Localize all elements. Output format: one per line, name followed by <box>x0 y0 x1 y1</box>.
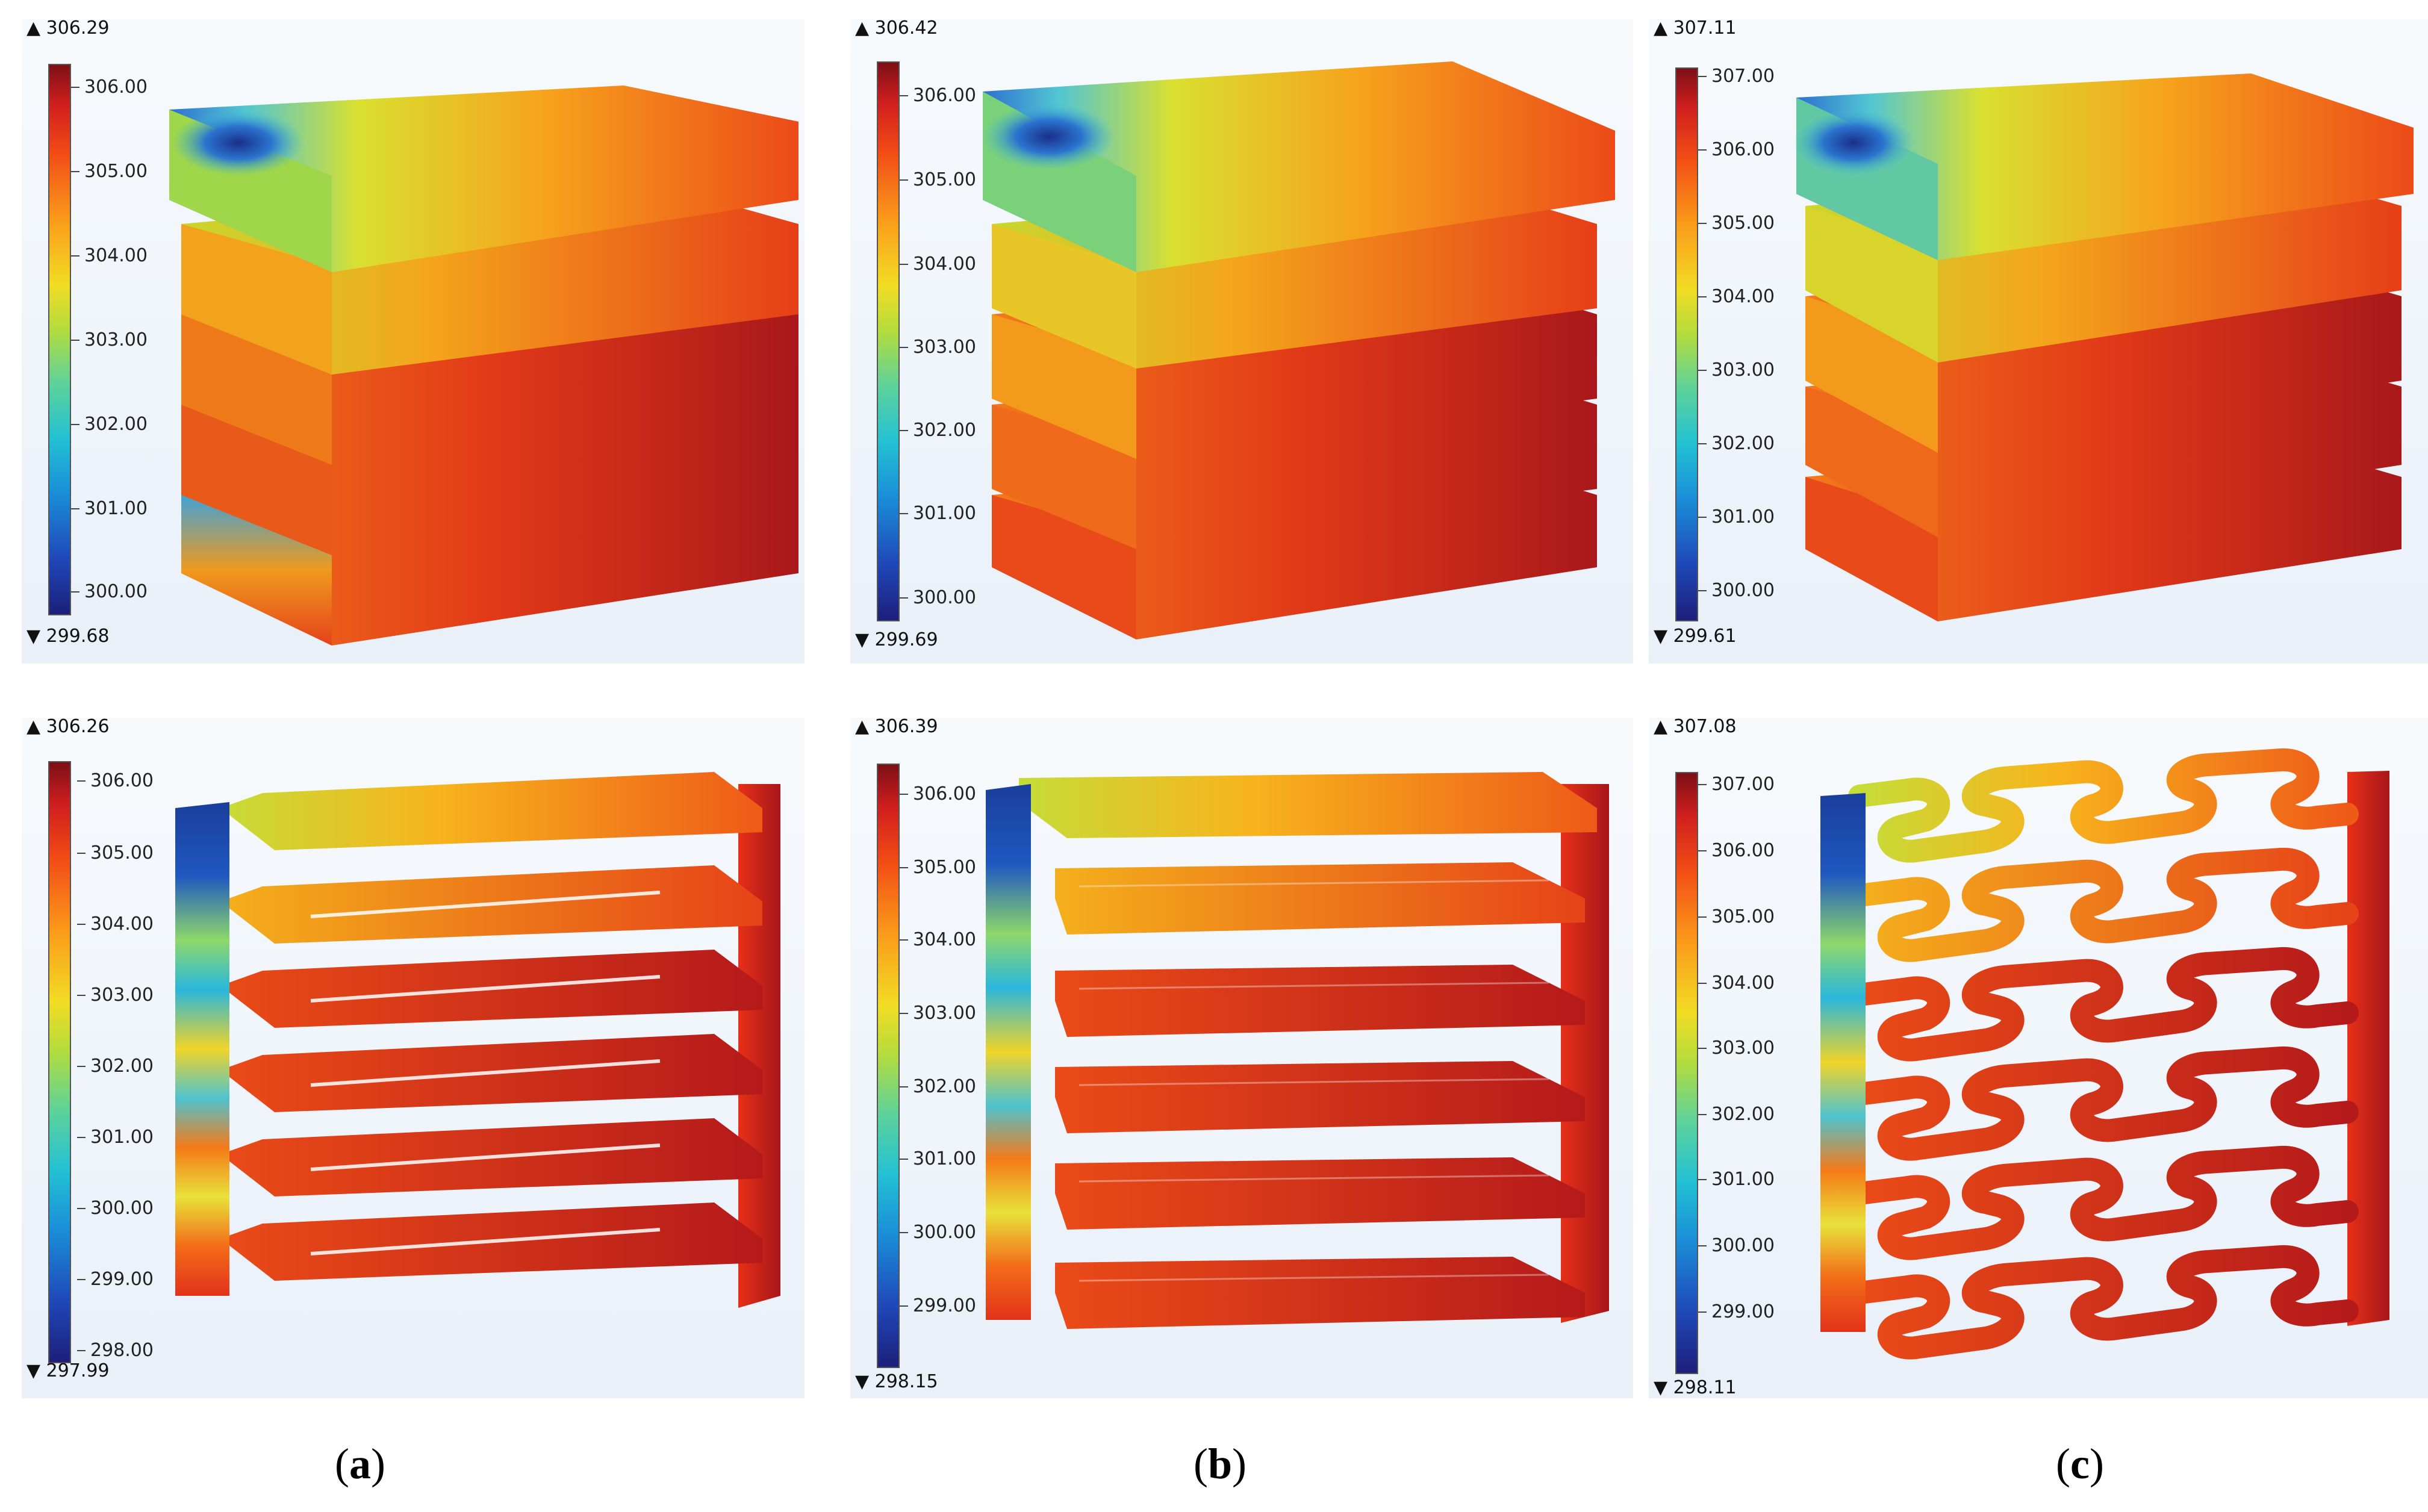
channel-network-render <box>175 772 780 1308</box>
channel-network-render <box>986 772 1609 1329</box>
tick-label: 302.00 <box>900 1076 976 1097</box>
tick-label: 301.00 <box>77 1127 154 1148</box>
max-label: ▲ 307.11 <box>1654 17 1737 39</box>
cold-plate-stack <box>983 61 1615 639</box>
tick-label: 303.00 <box>77 985 154 1006</box>
tick-label: 305.00 <box>1698 906 1775 927</box>
panel-a-bottom: ▲ 306.26 306.00 305.00 304.00 303.00 302… <box>22 718 805 1398</box>
colorbar <box>1675 772 1698 1374</box>
tick-label: 300.00 <box>900 1222 976 1243</box>
tick-label: 298.00 <box>77 1340 154 1361</box>
caption-c: (c) <box>2056 1440 2104 1488</box>
tick-label: 305.00 <box>900 857 976 878</box>
tick-label: 301.00 <box>1698 506 1775 527</box>
tick-label: 303.00 <box>1698 1038 1775 1059</box>
tick-label: 302.00 <box>77 1056 154 1077</box>
panel-c-bottom: ▲ 307.08 307.00 306.00 305.00 304.00 303… <box>1649 718 2428 1398</box>
tick-label: 302.00 <box>1698 433 1775 454</box>
tick-label: 300.00 <box>77 1198 154 1219</box>
tick-label: 303.00 <box>71 329 148 350</box>
cold-plate-stack <box>169 86 798 646</box>
caption-a: (a) <box>335 1440 385 1488</box>
serpentine-channel-cold-plates <box>1820 748 2389 1360</box>
tick-label: 305.00 <box>77 842 154 863</box>
panel-b-bottom: ▲ 306.39 306.00 305.00 304.00 303.00 302… <box>850 718 1633 1398</box>
min-label: ▼ 298.15 <box>855 1371 938 1392</box>
tick-label: 303.00 <box>1698 359 1775 381</box>
caption-c-letter: c <box>2070 1440 2090 1488</box>
max-label: ▲ 306.42 <box>855 17 938 39</box>
tick-label: 304.00 <box>900 929 976 950</box>
tick-label: 304.00 <box>71 245 148 266</box>
slab-stack-render <box>169 86 798 646</box>
z-channel-cold-plates <box>175 772 780 1308</box>
tick-label: 306.00 <box>71 76 148 98</box>
caption-b-letter: b <box>1207 1440 1233 1488</box>
tick-label: 299.00 <box>1698 1301 1775 1322</box>
tick-label: 306.00 <box>900 783 976 804</box>
parallel-channel-cold-plates <box>986 772 1609 1329</box>
tick-label: 302.00 <box>71 414 148 435</box>
caption-b: (b) <box>1193 1440 1247 1488</box>
tick-label: 300.00 <box>1698 580 1775 601</box>
max-label: ▲ 306.26 <box>26 716 110 737</box>
tick-label: 301.00 <box>1698 1169 1775 1190</box>
max-label: ▲ 307.08 <box>1654 716 1737 737</box>
min-label: ▼ 298.11 <box>1654 1377 1737 1398</box>
tick-label: 302.00 <box>900 420 976 441</box>
panel-b-top: ▲ 306.42 306.00 305.00 304.00 303.00 302… <box>850 19 1633 664</box>
tick-label: 299.00 <box>77 1269 154 1290</box>
tick-label: 305.00 <box>900 169 976 190</box>
tick-label: 305.00 <box>1698 213 1775 234</box>
tick-label: 306.00 <box>77 770 154 791</box>
tick-label: 305.00 <box>71 161 148 182</box>
colorbar <box>48 64 71 615</box>
colorbar <box>1675 67 1698 621</box>
min-label: ▼ 299.68 <box>26 626 110 647</box>
tick-label: 301.00 <box>900 1148 976 1169</box>
colorbar <box>877 61 900 621</box>
panel-a-top: ▲ 306.29 306.00 305.00 304.00 303.00 302… <box>22 19 805 664</box>
channel-network-render <box>1820 748 2389 1360</box>
min-label: ▼ 297.99 <box>26 1360 110 1381</box>
min-label: ▼ 299.69 <box>855 629 938 650</box>
tick-label: 304.00 <box>900 254 976 275</box>
max-label: ▲ 306.29 <box>26 17 110 39</box>
colorbar <box>877 764 900 1368</box>
slab-stack-render <box>983 61 1615 639</box>
tick-label: 306.00 <box>900 85 976 106</box>
tick-label: 306.00 <box>1698 139 1775 160</box>
tick-label: 301.00 <box>71 498 148 519</box>
tick-label: 304.00 <box>1698 972 1775 994</box>
tick-label: 301.00 <box>900 503 976 524</box>
tick-label: 302.00 <box>1698 1104 1775 1125</box>
tick-label: 300.00 <box>900 587 976 608</box>
cold-plate-stack <box>1793 73 2414 621</box>
tick-label: 300.00 <box>1698 1235 1775 1256</box>
panel-c-top: ▲ 307.11 307.00 306.00 305.00 304.00 303… <box>1649 19 2428 664</box>
tick-label: 303.00 <box>900 1003 976 1024</box>
tick-label: 304.00 <box>1698 286 1775 307</box>
slab-stack-render <box>1793 73 2414 621</box>
tick-label: 307.00 <box>1698 774 1775 795</box>
tick-label: 300.00 <box>71 581 148 602</box>
tick-label: 304.00 <box>77 913 154 935</box>
tick-label: 299.00 <box>900 1295 976 1316</box>
colorbar <box>48 761 71 1363</box>
caption-a-letter: a <box>349 1440 371 1488</box>
tick-label: 303.00 <box>900 337 976 358</box>
min-label: ▼ 299.61 <box>1654 626 1737 647</box>
tick-label: 307.00 <box>1698 66 1775 87</box>
tick-label: 306.00 <box>1698 840 1775 861</box>
max-label: ▲ 306.39 <box>855 716 938 737</box>
